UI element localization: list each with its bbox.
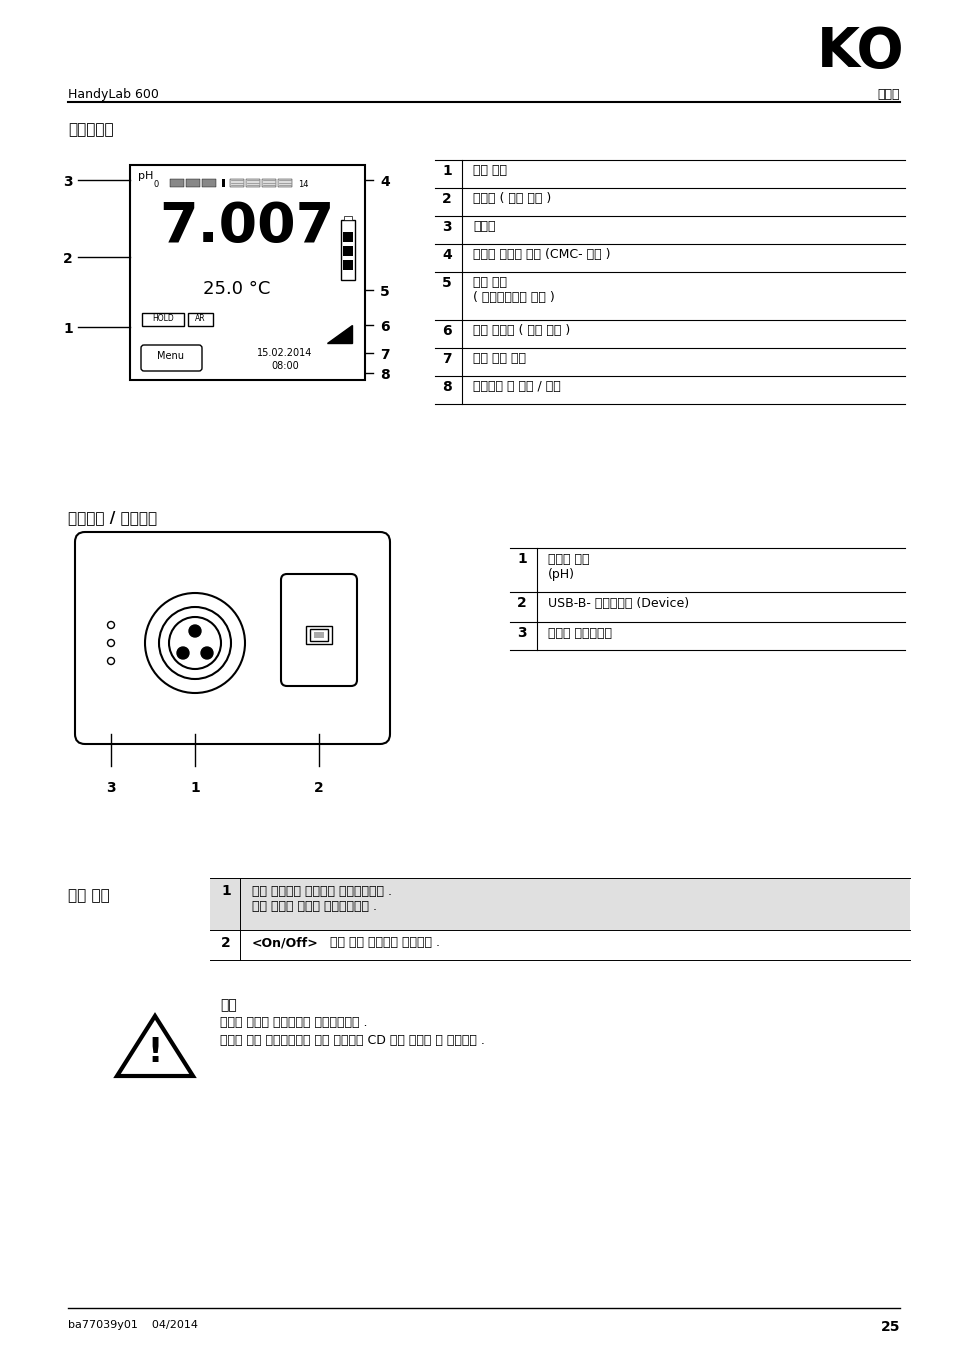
Text: 1: 1 <box>441 163 452 178</box>
Bar <box>202 180 215 188</box>
Text: 1: 1 <box>517 552 526 566</box>
Text: 7: 7 <box>442 352 452 366</box>
Text: 키를 눌러 측정기를 켜십시오 .: 키를 눌러 측정기를 켜십시오 . <box>326 936 439 949</box>
Bar <box>142 313 184 325</box>
Bar <box>277 180 292 188</box>
Text: 기타 상태 정보: 기타 상태 정보 <box>473 352 525 365</box>
Bar <box>340 220 355 279</box>
Bar <box>210 878 909 930</box>
Text: 3: 3 <box>442 220 452 234</box>
Text: HandyLab 600: HandyLab 600 <box>68 88 159 101</box>
Text: 센서에 관한 사용설명서는 함꺘 제공되는 CD 에서 찾아볼 수 있습니다 .: 센서에 관한 사용설명서는 함꺘 제공되는 CD 에서 찾아볼 수 있습니다 . <box>220 1034 484 1048</box>
Text: 14: 14 <box>297 180 308 189</box>
Text: AR: AR <box>194 315 205 323</box>
Text: 3: 3 <box>517 626 526 640</box>
Text: USB-B- 인터페이스 (Device): USB-B- 인터페이스 (Device) <box>547 597 688 610</box>
Circle shape <box>177 647 189 659</box>
Text: 4: 4 <box>379 176 390 189</box>
Text: 15.02.2014: 15.02.2014 <box>257 348 313 358</box>
Bar <box>130 165 365 379</box>
Bar <box>343 261 353 270</box>
Circle shape <box>189 625 201 637</box>
Text: 3: 3 <box>106 782 115 795</box>
Text: 7: 7 <box>380 348 390 362</box>
Text: 온도 측정값 ( 단위 포함 ): 온도 측정값 ( 단위 포함 ) <box>473 324 570 338</box>
Text: 함꺘 제공되는 배터리를 삽입하십시오 .
이때 올바른 극성에 유의하십시오 .: 함꺘 제공되는 배터리를 삽입하십시오 . 이때 올바른 극성에 유의하십시오 … <box>252 886 392 913</box>
Polygon shape <box>117 1017 193 1076</box>
Text: 지속적 측정값 감시 (CMC- 기능 ): 지속적 측정값 감시 (CMC- 기능 ) <box>473 248 610 261</box>
Text: ba77039y01    04/2014: ba77039y01 04/2014 <box>68 1320 198 1330</box>
Text: 8: 8 <box>441 379 452 394</box>
FancyBboxPatch shape <box>141 346 202 371</box>
Text: 1: 1 <box>63 323 72 336</box>
Text: 25: 25 <box>880 1320 899 1334</box>
Text: 소프트키 및 날짜 / 시간: 소프트키 및 날짜 / 시간 <box>473 379 560 393</box>
Text: 6: 6 <box>442 324 452 338</box>
Bar <box>262 180 275 188</box>
Bar <box>186 180 200 188</box>
Bar <box>222 180 225 188</box>
Text: <On/Off>: <On/Off> <box>252 936 318 949</box>
Text: pH: pH <box>138 171 153 181</box>
Text: 2: 2 <box>314 782 323 795</box>
Text: 사용된 센서의 주의사항에 유의하십시오 .: 사용된 센서의 주의사항에 유의하십시오 . <box>220 1017 367 1029</box>
Text: 2: 2 <box>63 252 72 266</box>
FancyBboxPatch shape <box>281 574 356 686</box>
Bar <box>343 246 353 256</box>
Text: Menu: Menu <box>157 351 184 360</box>
Text: 측정값 ( 단위 포함 ): 측정값 ( 단위 포함 ) <box>473 192 551 205</box>
Text: 소켓패널 / 연결포트: 소켓패널 / 연결포트 <box>68 510 157 525</box>
Polygon shape <box>327 325 352 343</box>
Text: 2: 2 <box>441 192 452 207</box>
Text: 센서 심볼
( 캘리브레이션 평가 ): 센서 심볼 ( 캘리브레이션 평가 ) <box>473 275 554 304</box>
Text: 3: 3 <box>63 176 72 189</box>
Text: KO: KO <box>817 26 904 80</box>
Text: 디스플레이: 디스플레이 <box>68 122 113 136</box>
Bar <box>246 180 260 188</box>
FancyBboxPatch shape <box>75 532 390 744</box>
Bar <box>343 232 353 242</box>
Text: 08:00: 08:00 <box>271 360 298 371</box>
Text: 1: 1 <box>190 782 200 795</box>
Text: 최초 사용: 최초 사용 <box>68 888 110 903</box>
Text: 주의: 주의 <box>220 998 236 1012</box>
Bar <box>306 626 332 644</box>
Text: 6: 6 <box>380 320 390 333</box>
Text: 7.007: 7.007 <box>159 200 335 254</box>
Bar <box>170 180 184 188</box>
Text: 디지털 센서
(pH): 디지털 센서 (pH) <box>547 554 589 580</box>
Text: 0: 0 <box>153 180 158 189</box>
Bar <box>188 313 213 325</box>
Text: 서비스 인터페이스: 서비스 인터페이스 <box>547 626 612 640</box>
Text: 2: 2 <box>517 595 526 610</box>
Text: 5: 5 <box>379 285 390 298</box>
Text: 상태 정보: 상태 정보 <box>473 163 506 177</box>
Bar <box>314 632 324 639</box>
Text: HOLD: HOLD <box>152 315 173 323</box>
Text: 측정량: 측정량 <box>473 220 495 234</box>
Text: !: ! <box>148 1035 162 1069</box>
Circle shape <box>201 647 213 659</box>
Text: 한국어: 한국어 <box>877 88 899 101</box>
Bar <box>344 216 352 220</box>
Text: 1: 1 <box>221 884 231 898</box>
Text: 5: 5 <box>441 275 452 290</box>
Bar <box>230 180 244 188</box>
Bar <box>310 629 328 641</box>
Text: 25.0 °C: 25.0 °C <box>203 279 271 298</box>
Text: 4: 4 <box>441 248 452 262</box>
Text: 2: 2 <box>221 936 231 950</box>
Text: 8: 8 <box>379 369 390 382</box>
